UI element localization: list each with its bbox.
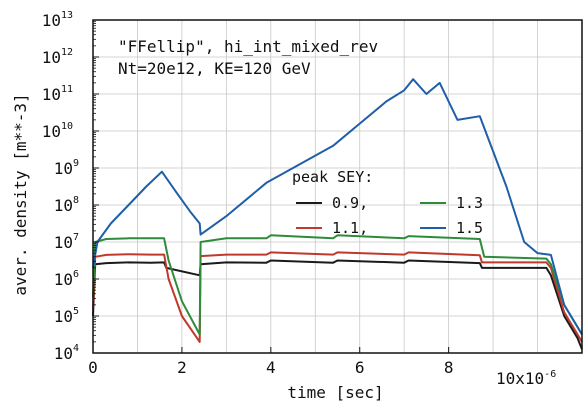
y-tick-label: 1013 [42, 10, 73, 30]
x-scale-base: 10x10 [496, 369, 544, 388]
y-tick-base: 10 [42, 11, 61, 30]
series-line [92, 78, 583, 336]
y-tick-base: 10 [54, 344, 73, 363]
y-tick-label: 1010 [42, 121, 73, 141]
y-tick-base: 10 [54, 233, 73, 252]
y-tick-exponent: 7 [73, 232, 79, 243]
y-tick-exponent: 13 [61, 10, 73, 21]
y-tick-exponent: 4 [73, 343, 79, 354]
y-tick-exponent: 9 [73, 158, 79, 169]
x-tick-label: 6 [355, 358, 365, 377]
x-tick-label: 4 [266, 358, 276, 377]
y-tick-label: 1011 [42, 84, 73, 104]
y-tick-base: 10 [54, 270, 73, 289]
legend-label: 1.5 [456, 219, 483, 237]
y-tick-base: 10 [42, 122, 61, 141]
y-tick-base: 10 [54, 196, 73, 215]
x-scale-exponent: -6 [544, 369, 556, 380]
series-line [92, 234, 583, 336]
x-axis-title: time [sec] [287, 383, 383, 402]
legend-label: 1.1, [332, 219, 368, 237]
y-tick-label: 107 [54, 232, 79, 252]
annotation-params: Nt=20e12, KE=120 GeV [118, 59, 311, 78]
y-tick-exponent: 10 [61, 121, 73, 132]
y-tick-label: 105 [54, 306, 79, 326]
y-tick-exponent: 5 [73, 306, 79, 317]
x-axis-scale-label: 10x10-6 [496, 369, 556, 388]
plot-frame [92, 19, 583, 354]
x-tick-label: 8 [444, 358, 454, 377]
y-tick-base: 10 [54, 159, 73, 178]
series-line [92, 251, 583, 343]
y-tick-label: 104 [54, 343, 79, 363]
y-tick-exponent: 11 [61, 84, 73, 95]
legend: peak SEY: 0.9, 1.1, 1.3 1.5 [292, 168, 483, 237]
y-axis-title: aver. density [m**-3] [11, 93, 30, 295]
y-tick-label: 1012 [42, 47, 73, 67]
x-tick-label: 0 [88, 358, 98, 377]
y-tick-exponent: 12 [61, 47, 73, 58]
y-tick-exponent: 8 [73, 195, 79, 206]
y-tick-base: 10 [42, 48, 61, 67]
y-tick-base: 10 [54, 307, 73, 326]
y-tick-label: 109 [54, 158, 79, 178]
legend-label: 0.9, [332, 194, 368, 212]
x-tick-label: 2 [177, 358, 187, 377]
annotation-title: "FFellip", hi_int_mixed_rev [118, 37, 378, 56]
series-layer [92, 78, 583, 350]
y-tick-exponent: 6 [73, 269, 79, 280]
y-tick-label: 106 [54, 269, 79, 289]
y-tick-label: 108 [54, 195, 79, 215]
y-tick-base: 10 [42, 85, 61, 104]
series-line [92, 259, 583, 350]
legend-title: peak SEY: [292, 168, 373, 186]
legend-label: 1.3 [456, 194, 483, 212]
